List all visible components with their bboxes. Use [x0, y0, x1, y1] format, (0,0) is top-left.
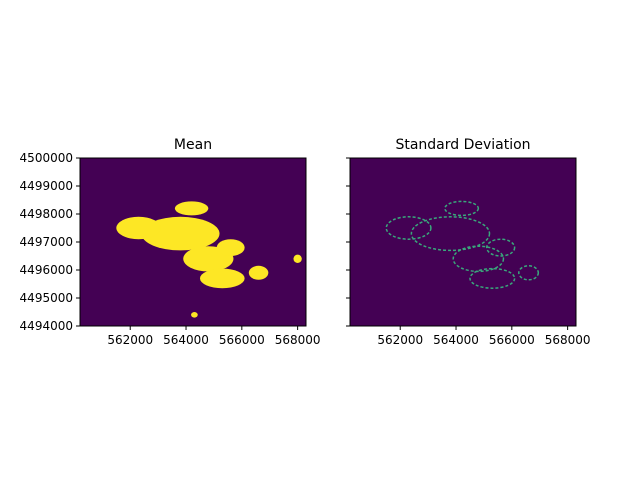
x-tick-label: 568000: [545, 333, 591, 347]
y-tick-label: 4499000: [20, 179, 73, 193]
heatmap-blob: [444, 200, 480, 217]
heatmap-blob: [485, 238, 516, 257]
y-axis-std: [346, 157, 350, 327]
y-axis-mean: 4494000 4495000 4496000 4497000 4498000 44990…: [20, 151, 80, 333]
x-axis-mean: 562000 564000 566000 568000: [107, 326, 321, 347]
y-tick-label: 4498000: [20, 207, 73, 221]
y-tick-label: 4496000: [20, 263, 73, 277]
heatmap-features-mean: [116, 201, 302, 318]
heatmap-blob: [216, 239, 245, 256]
x-tick-label: 568000: [275, 333, 321, 347]
x-tick-label: 562000: [107, 333, 153, 347]
heatmap-blob: [293, 254, 302, 263]
panel-mean: Mean 562000 564000 566000 568000 4494000449…: [20, 137, 321, 347]
heatmap-features-std: [385, 200, 540, 289]
heatmap-blob: [248, 265, 269, 280]
x-tick-label: 562000: [377, 333, 423, 347]
heatmap-blob: [518, 265, 540, 281]
y-tick-label: 4495000: [20, 291, 73, 305]
heatmap-blob: [452, 245, 505, 273]
heatmap-blob: [199, 268, 245, 289]
panel-std: Standard Deviation 562000 564000 566000 568…: [346, 137, 591, 347]
heatmap-blob: [174, 201, 209, 216]
heatmap-background-std: [350, 158, 576, 326]
y-tick-label: 4500000: [20, 151, 73, 165]
heatmap-blob: [191, 312, 198, 318]
heatmap-blob: [116, 216, 161, 240]
x-tick-label: 566000: [489, 333, 535, 347]
x-tick-label: 564000: [163, 333, 209, 347]
x-tick-label: 564000: [433, 333, 479, 347]
heatmap-blob: [385, 216, 432, 240]
panel-title-mean: Mean: [174, 137, 212, 153]
x-tick-label: 566000: [219, 333, 265, 347]
heatmap-blob: [410, 216, 491, 252]
y-tick-label: 4494000: [20, 319, 73, 333]
heatmap-blob: [469, 267, 516, 289]
y-tick-label: 4497000: [20, 235, 73, 249]
heatmap-blob: [141, 216, 220, 251]
panel-title-std: Standard Deviation: [395, 137, 530, 153]
x-axis-std: 562000 564000 566000 568000: [377, 326, 591, 347]
